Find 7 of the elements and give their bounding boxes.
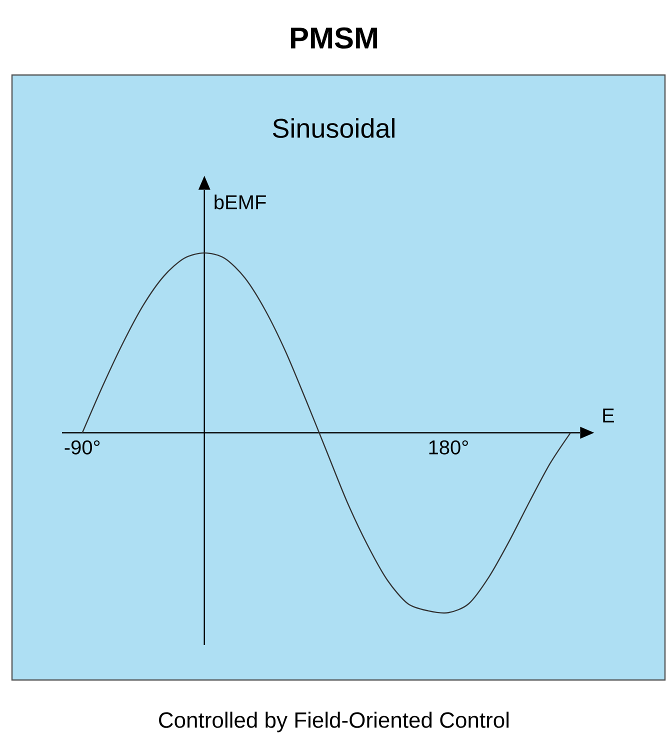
y-axis-title: bEMF [214,194,266,210]
chart-title: PMSM [291,27,377,49]
x-axis-title: E [603,408,614,422]
x-tick-label: -90° [64,440,100,454]
x-tick-label: 180° [429,440,468,454]
text: Controlled by Field-Oriented Control [159,712,509,732]
chart-subtitle: Sinusoidal [272,118,394,138]
